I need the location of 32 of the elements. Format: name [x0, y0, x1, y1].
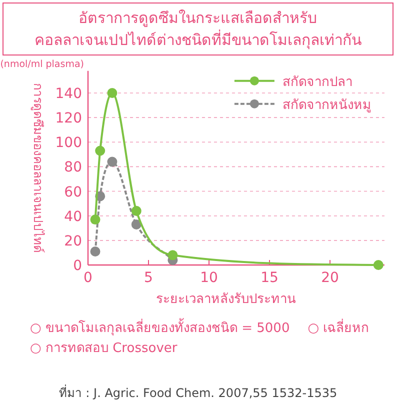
- point: [90, 246, 100, 256]
- text: ○ การทดสอบ Crossover: [30, 341, 178, 356]
- y-tick-label: 80: [64, 160, 82, 176]
- y-tick-label: 140: [55, 86, 82, 102]
- point: [131, 219, 142, 230]
- point: [373, 260, 384, 270]
- x-axis-title: ระยะเวลาหลังรับประทาน: [156, 292, 296, 307]
- text: ○ ขนาดโมเลกุลเฉลี่ยของทั้งสองชนิด = 5000: [30, 318, 290, 336]
- point: [107, 156, 118, 167]
- point: [95, 146, 106, 156]
- point: [131, 206, 142, 216]
- x-tick-label: 15: [260, 270, 278, 286]
- x-tick-label: 20: [321, 270, 339, 286]
- chart-title: อัตราการดูดซึมในกระแสเลือดสำหรับ คอลลาเจนเปปไทด์ต่างชนิดที่มีขนาดโมเลกุลเท่ากัน: [34, 9, 362, 50]
- y-axis-title: การดูดซึมของคอลลาเจนเปปไทด์: [30, 82, 45, 253]
- y-tick-label: 120: [55, 110, 82, 127]
- y-tick-label: 40: [64, 208, 82, 225]
- text: (nmol/ml plasma): [0, 58, 84, 70]
- y-tick-label: 100: [55, 135, 82, 152]
- point: [168, 250, 178, 260]
- point: [107, 88, 118, 98]
- y-tick-label: 0: [73, 258, 82, 274]
- y-tick-label: 60: [64, 184, 82, 200]
- y-tick-label: 20: [64, 233, 82, 250]
- x-tick-label: 5: [144, 270, 153, 286]
- point: [90, 214, 100, 225]
- text: ○ เฉลี่ยหก: [308, 319, 370, 336]
- legend-label: สกัดจากหนังหมู: [282, 98, 372, 113]
- text: ที่มา : J. Agric. Food Chem. 2007,55 1532-1535: [58, 384, 338, 400]
- legend-label: สกัดจากปลา: [282, 74, 352, 90]
- x-tick-label: 0: [84, 270, 92, 286]
- x-tick-label: 10: [200, 270, 218, 286]
